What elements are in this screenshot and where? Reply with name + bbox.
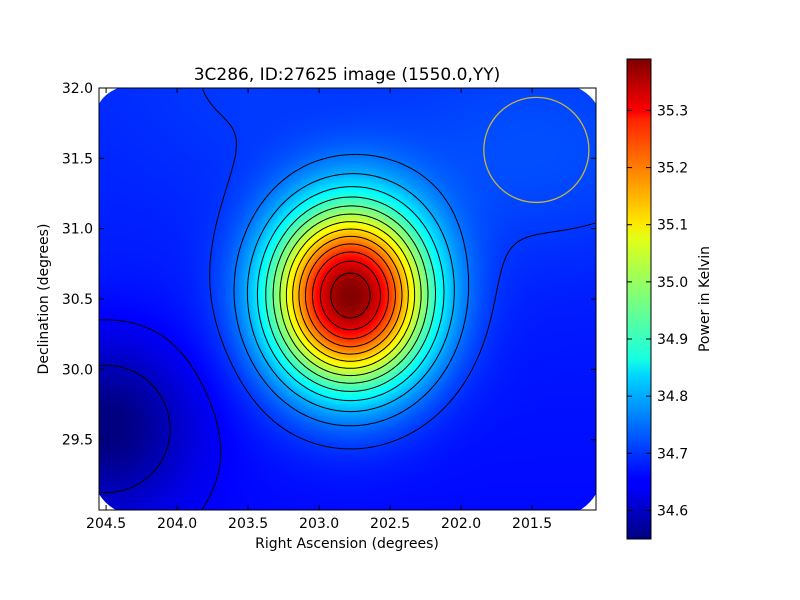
contour-line (233, 153, 470, 427)
y-tick-label: 31.5 (62, 151, 93, 167)
y-tick-label: 30.0 (62, 362, 93, 378)
x-tick-label: 204.0 (157, 516, 197, 532)
contour-line (319, 260, 381, 331)
contour-line (292, 228, 409, 362)
y-tick-label: 30.5 (62, 292, 93, 308)
contour-line (279, 213, 422, 377)
colorbar-label: Power in Kelvin (697, 246, 713, 352)
contour-line (265, 196, 436, 392)
beam-circle (483, 96, 590, 204)
contour-line (99, 364, 171, 494)
x-tick-label: 203.5 (228, 516, 268, 532)
x-tick-label: 204.5 (86, 516, 126, 532)
y-tick-label: 31.0 (62, 222, 93, 238)
contour-line (298, 235, 403, 355)
contour-line (202, 88, 596, 450)
contour-line (330, 272, 371, 319)
fov-corner-bottom-left (99, 494, 116, 510)
contour-line (312, 251, 389, 340)
y-axis-ticks: 29.5 30.0 30.5 31.0 31.5 32.0 (62, 81, 596, 449)
contour-lines (99, 88, 596, 510)
x-tick-label: 202.5 (370, 516, 410, 532)
y-tick-label: 32.0 (62, 81, 93, 97)
chart-title: 3C286, ID:27625 image (1550.0,YY) (194, 65, 501, 85)
contour-line (99, 319, 222, 510)
x-tick-label: 203.0 (299, 516, 339, 532)
colorbar-tick-label: 34.9 (657, 332, 688, 348)
fov-corner-bottom-right (580, 494, 596, 510)
x-axis-ticks: 204.5 204.0 203.5 203.0 202.5 202.0 201.5 (86, 88, 552, 532)
colorbar-tick-label: 34.7 (657, 446, 688, 462)
heatmap (99, 88, 596, 510)
contour-line (272, 205, 429, 384)
heatmap-image (99, 88, 596, 510)
colorbar-tick-label: 34.8 (657, 389, 688, 405)
colorbar-ticks: 34.6 34.7 34.8 34.9 35.0 35.1 35.2 35.3 (627, 103, 688, 519)
colorbar-tick-label: 35.3 (657, 103, 688, 119)
contour-line (256, 186, 445, 402)
x-tick-label: 202.0 (441, 516, 481, 532)
contour-line (246, 173, 455, 413)
contour-line (305, 243, 396, 348)
fov-corner-top-right (578, 88, 596, 104)
contour-line (285, 221, 416, 369)
x-tick-label: 201.5 (512, 516, 552, 532)
colorbar-gradient (626, 58, 652, 540)
colorbar-tick-label: 35.0 (657, 275, 688, 291)
colorbar-tick-label: 34.6 (657, 503, 688, 519)
colorbar-tick-label: 35.2 (657, 161, 688, 177)
x-axis-label: Right Ascension (degrees) (255, 536, 439, 552)
colorbar-tick-label: 35.1 (657, 218, 688, 234)
y-tick-label: 29.5 (62, 433, 93, 449)
y-axis-label: Declination (degrees) (36, 224, 52, 375)
colorbar: 34.6 34.7 34.8 34.9 35.0 35.1 35.2 35.3 Power i… (626, 58, 713, 540)
fov-corner-top-left (99, 88, 118, 104)
